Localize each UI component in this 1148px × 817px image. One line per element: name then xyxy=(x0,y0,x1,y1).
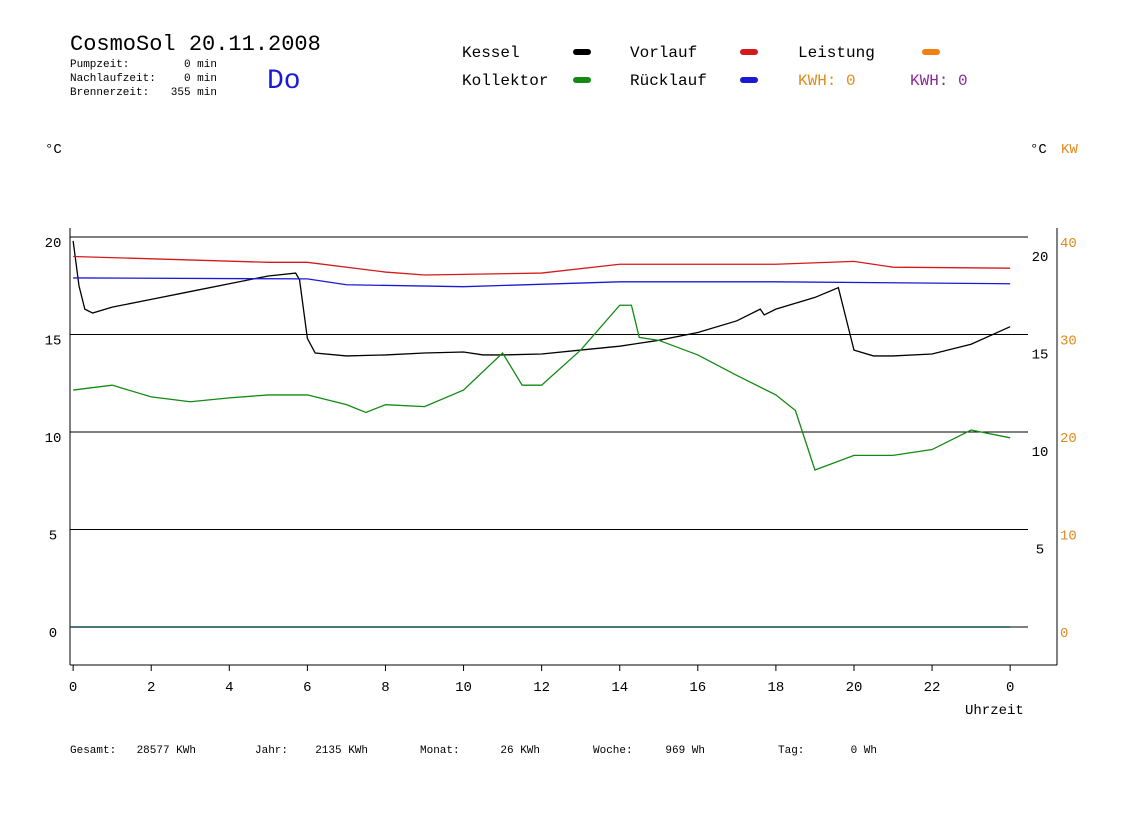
x-axis-label: Uhrzeit xyxy=(965,703,1024,719)
series-line xyxy=(73,255,1011,276)
y-tick-label: 10 xyxy=(45,431,62,447)
info-label: Pumpzeit: xyxy=(70,59,129,71)
x-tick-label: 2 xyxy=(147,680,155,696)
x-tick-label: 14 xyxy=(611,680,628,696)
x-tick-label: 0 xyxy=(1006,680,1014,696)
y-tick-label-right: 10 xyxy=(1032,445,1049,461)
footer-label: Tag: xyxy=(778,745,804,757)
footer-label: Jahr: xyxy=(255,745,288,757)
chart-title: CosmoSol 20.11.2008 xyxy=(70,32,321,57)
series-line xyxy=(73,277,1011,288)
y-tick-label-right: 15 xyxy=(1032,347,1049,363)
series-line xyxy=(73,304,1011,471)
x-tick-label: 0 xyxy=(69,680,77,696)
weekday: Do xyxy=(267,66,301,97)
y2-unit: KW xyxy=(1061,142,1078,158)
legend-label: Leistung xyxy=(798,44,875,62)
y-tick-label: 0 xyxy=(49,626,57,642)
annotation: KWH: 0 xyxy=(910,72,968,90)
x-tick-label: 6 xyxy=(303,680,311,696)
x-tick-label: 10 xyxy=(455,680,472,696)
y-tick-label-right: 20 xyxy=(1032,250,1049,266)
legend-swatch xyxy=(740,49,758,55)
legend-swatch xyxy=(573,77,591,83)
x-tick-label: 4 xyxy=(225,680,233,696)
footer-value: 26 KWh xyxy=(500,745,540,757)
series-line xyxy=(72,240,1011,357)
y-unit: °C xyxy=(45,142,62,158)
footer-label: Gesamt: xyxy=(70,745,116,757)
y-unit-right: °C xyxy=(1030,142,1047,158)
y-tick-label: 15 xyxy=(45,333,62,349)
footer-value: 969 Wh xyxy=(665,745,705,757)
footer-value: 2135 KWh xyxy=(315,745,368,757)
annotation: KWH: 0 xyxy=(798,72,856,90)
info-value: 0 min xyxy=(184,59,217,71)
info-label: Brennerzeit: xyxy=(70,87,149,99)
legend-label: Kollektor xyxy=(462,72,548,90)
footer-value: 0 Wh xyxy=(851,745,877,757)
legend-label: Rücklauf xyxy=(630,72,707,90)
legend-swatch xyxy=(922,49,940,55)
y-tick-label-right: 5 xyxy=(1036,542,1044,558)
x-tick-label: 12 xyxy=(533,680,550,696)
x-tick-label: 8 xyxy=(381,680,389,696)
y2-tick-label: 30 xyxy=(1060,333,1077,349)
y2-tick-label: 40 xyxy=(1060,236,1077,252)
y-tick-label: 5 xyxy=(49,528,57,544)
x-tick-label: 16 xyxy=(689,680,706,696)
y-tick-label: 20 xyxy=(45,236,62,252)
y2-tick-label: 10 xyxy=(1060,528,1077,544)
info-label: Nachlaufzeit: xyxy=(70,73,156,85)
footer-label: Woche: xyxy=(593,745,633,757)
x-tick-label: 22 xyxy=(924,680,941,696)
footer-label: Monat: xyxy=(420,745,460,757)
x-tick-label: 20 xyxy=(846,680,863,696)
legend-label: Kessel xyxy=(462,44,520,62)
legend-swatch xyxy=(740,77,758,83)
info-value: 0 min xyxy=(184,73,217,85)
y2-tick-label: 20 xyxy=(1060,431,1077,447)
legend-swatch xyxy=(573,49,591,55)
info-value: 355 min xyxy=(171,87,217,99)
x-tick-label: 18 xyxy=(767,680,784,696)
legend-label: Vorlauf xyxy=(630,44,697,62)
y2-tick-label: 0 xyxy=(1060,626,1068,642)
footer-value: 28577 KWh xyxy=(137,745,196,757)
